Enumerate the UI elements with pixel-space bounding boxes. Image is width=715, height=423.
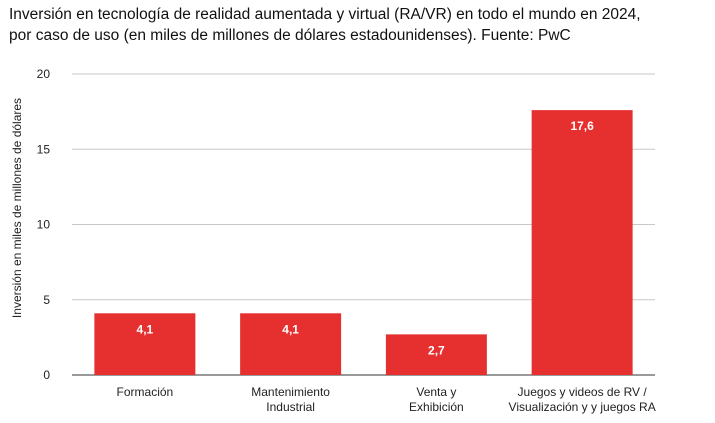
y-axis-label: Inversión en miles de millones de dólare… bbox=[10, 98, 24, 318]
x-tick-label: Exhibición bbox=[409, 400, 464, 414]
bars bbox=[94, 110, 633, 376]
data-label: 4,1 bbox=[282, 322, 299, 336]
y-tick-label: 10 bbox=[37, 218, 51, 232]
x-tick-label: Industrial bbox=[266, 400, 315, 414]
y-tick-label: 20 bbox=[37, 67, 51, 81]
x-tick-label: Formación bbox=[117, 385, 174, 399]
x-tick-label: Juegos y videos de RV / bbox=[518, 385, 648, 399]
data-label: 4,1 bbox=[137, 322, 154, 336]
bar bbox=[94, 313, 196, 375]
data-label: 2,7 bbox=[428, 343, 445, 357]
x-tick-label: Visualización y y juegos RA bbox=[509, 400, 656, 414]
chart-title-line-2: por caso de uso (en miles de millones de… bbox=[9, 27, 571, 44]
chart-title: Inversión en tecnología de realidad aume… bbox=[9, 4, 709, 46]
bar bbox=[240, 313, 342, 375]
y-tick-label: 5 bbox=[43, 293, 50, 307]
bar bbox=[531, 110, 633, 376]
y-tick-label: 0 bbox=[43, 368, 50, 382]
y-tick-label: 15 bbox=[37, 142, 51, 156]
bar bbox=[385, 334, 487, 375]
chart-title-line-1: Inversión en tecnología de realidad aume… bbox=[9, 6, 641, 23]
data-label: 17,6 bbox=[570, 119, 594, 133]
x-tick-label: Mantenimiento bbox=[251, 385, 330, 399]
labels: 0 5 10 15 20 4,1 Formación 4,1 MantenimientoIndu… bbox=[37, 67, 656, 414]
x-tick-label: Venta y bbox=[416, 385, 456, 399]
